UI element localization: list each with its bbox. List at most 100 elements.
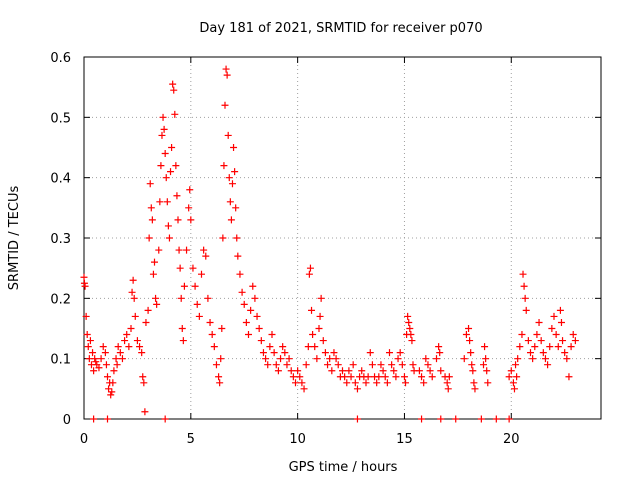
data-point [164, 222, 172, 230]
data-point [195, 312, 203, 320]
data-point [366, 349, 374, 357]
data-point [262, 355, 270, 363]
data-point [443, 379, 451, 387]
data-point [281, 349, 289, 357]
data-point [234, 252, 242, 260]
data-point [158, 131, 166, 139]
data-point [153, 300, 161, 308]
data-point [133, 337, 141, 345]
data-point [375, 373, 383, 381]
data-point [535, 318, 543, 326]
data-point [514, 355, 522, 363]
data-point [148, 216, 156, 224]
data-point [222, 65, 230, 73]
x-tick-label: 0 [80, 432, 88, 447]
data-point [305, 270, 313, 278]
data-point [332, 355, 340, 363]
data-point [377, 361, 385, 369]
data-point [309, 331, 317, 339]
y-tick-label: 0.4 [50, 172, 71, 187]
data-point [121, 337, 129, 345]
data-point [408, 337, 416, 345]
data-point [569, 331, 577, 339]
data-point [554, 343, 562, 351]
data-point [152, 294, 160, 302]
data-point [402, 379, 410, 387]
data-point [118, 355, 126, 363]
data-point [433, 355, 440, 363]
data-point [91, 355, 99, 363]
data-point [471, 385, 479, 393]
data-point [266, 343, 274, 351]
data-point [109, 379, 117, 387]
data-point [522, 306, 530, 314]
data-point [279, 343, 287, 351]
data-point [174, 216, 182, 224]
data-point [513, 373, 521, 381]
data-point [567, 343, 575, 351]
data-point [483, 367, 491, 375]
data-point [110, 367, 118, 375]
data-point [300, 385, 308, 393]
data-point [420, 379, 428, 387]
data-point [129, 276, 137, 284]
data-point [436, 349, 444, 357]
data-point [125, 343, 133, 351]
data-point [400, 373, 408, 381]
data-point [349, 361, 357, 369]
data-point [179, 337, 187, 345]
data-point [242, 318, 250, 326]
data-point [236, 270, 244, 278]
data-point [386, 349, 393, 357]
data-point [127, 325, 135, 332]
data-point [311, 343, 319, 351]
data-point [326, 355, 334, 363]
data-point [116, 349, 124, 357]
data-point [406, 325, 414, 332]
data-point [139, 373, 147, 381]
data-point [308, 306, 316, 314]
data-point [364, 373, 372, 381]
data-point [548, 325, 556, 332]
data-point [480, 361, 487, 369]
y-tick-label: 0.3 [50, 232, 71, 247]
data-point [353, 385, 361, 393]
data-point [95, 364, 103, 372]
data-point [343, 379, 351, 387]
data-point [426, 367, 434, 375]
data-point [226, 198, 234, 206]
x-ticks: 0 5 10 15 20 [80, 57, 520, 447]
data-point [233, 234, 241, 242]
x-tick-label: 15 [396, 432, 413, 447]
data-point [460, 355, 468, 363]
y-ticks: 0 0.1 0.2 0.3 0.4 0.5 0.6 [50, 51, 601, 428]
data-point [217, 355, 225, 363]
data-point [559, 337, 567, 345]
data-point [571, 337, 579, 345]
data-point [104, 373, 111, 381]
data-point [482, 355, 490, 363]
data-point [202, 252, 210, 260]
y-tick-label: 0.5 [50, 111, 71, 126]
data-point [484, 379, 492, 387]
data-point [97, 355, 105, 363]
data-point [151, 258, 158, 266]
data-point [162, 174, 170, 182]
data-point [247, 306, 255, 314]
data-point [157, 162, 165, 170]
data-point [212, 361, 220, 369]
data-point [167, 168, 175, 176]
data-point [316, 312, 324, 320]
data-point [161, 150, 169, 158]
data-point [210, 343, 218, 351]
grid-lines [84, 57, 601, 419]
data-point [200, 246, 208, 254]
data-point [552, 331, 560, 339]
data-point [277, 355, 285, 363]
data-point [477, 415, 485, 423]
data-point [185, 204, 193, 212]
data-point [418, 415, 426, 423]
data-point [159, 113, 167, 121]
data-point [509, 379, 517, 387]
data-point [168, 144, 176, 151]
